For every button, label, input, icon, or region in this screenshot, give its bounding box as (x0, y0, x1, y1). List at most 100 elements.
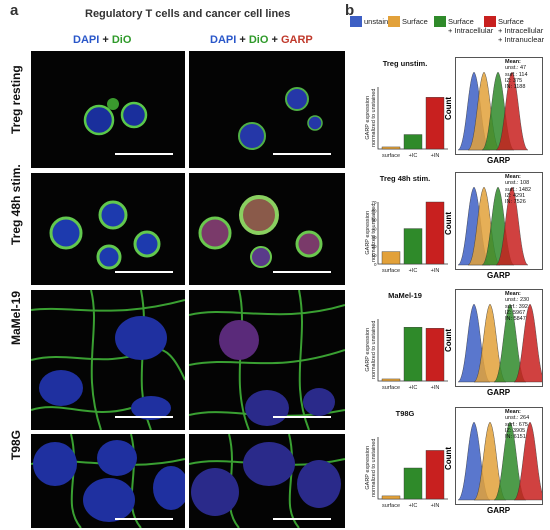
mean-values-box: Mean: unst.: 108 surf.: 1482 IZ: 4291 IN: 75… (505, 174, 531, 205)
bar-chart: surface +IC +IN (377, 319, 448, 391)
mean-key: unst.: (505, 180, 520, 187)
scale-bar (115, 416, 173, 418)
row-label-mamel19: MaMel-19 (9, 290, 23, 345)
bar-chart-title: Treg 48h stim. (379, 174, 431, 183)
x-tick-label: surface (382, 503, 400, 509)
histogram-plot (455, 172, 543, 270)
dapi-label: DAPI (210, 34, 237, 46)
col1-header: DAPI + DiO (73, 34, 131, 46)
mean-row: unst.: 264 (505, 415, 529, 421)
mean-row: IN: 6151 (505, 434, 529, 440)
x-tick-label: surface (382, 268, 400, 274)
micrograph-mamel19-garp (189, 290, 345, 430)
mean-value: 6151 (513, 434, 526, 441)
mean-value: 675 (518, 421, 528, 428)
mean-key: surf.: (505, 421, 519, 428)
bar-chart-title: Treg unstim. (382, 59, 428, 68)
bar-surface (381, 146, 401, 150)
mean-row: IZ: 3905 (505, 428, 529, 434)
mean-key: unst.: (505, 297, 520, 304)
y-tick-label: 40 (371, 226, 377, 231)
bar-chart-title: T98G (395, 409, 415, 418)
mean-title: Mean: (505, 291, 521, 297)
mean-row: unst.: 108 (505, 180, 531, 186)
scale-bar (273, 153, 331, 155)
mean-value: 230 (519, 297, 530, 304)
dapi-label: DAPI (73, 34, 100, 46)
mean-key: unst.: (505, 65, 520, 72)
panel-a-title: Regulatory T cells and cancer cell lines (85, 8, 291, 20)
bar-chart-title: MaMel-19 (388, 291, 422, 300)
histogram-peak (513, 421, 542, 501)
mean-title: Mean: (505, 409, 521, 415)
micrograph-t98g-dio (31, 434, 185, 528)
garp-axis-label: GARP (487, 506, 511, 515)
bar-axes (377, 202, 448, 265)
mean-row: IZ: 5967 (505, 310, 529, 316)
y-tick-label: 10 (371, 253, 377, 258)
mean-row: surf.: 392 (505, 304, 529, 310)
mean-value: 5847 (513, 316, 526, 323)
plus-sign: + (239, 34, 246, 46)
legend-label: Surface (402, 17, 428, 26)
mean-key: unst.: (505, 415, 520, 422)
mean-value: 3905 (512, 427, 526, 434)
y-tick-label: 60 (371, 209, 377, 214)
mean-key: IN: (505, 316, 514, 323)
y-tick-label: 50 (371, 218, 377, 223)
histogram-plot (455, 407, 543, 505)
mean-key: IZ: (505, 309, 513, 316)
bar-+IC (403, 467, 423, 500)
dio-label: DiO (111, 34, 132, 46)
bar-chart: surface +IC +IN (377, 437, 448, 509)
bar-chart: surface +IC +IN 0 10 20 30 40 50 60 70 (371, 200, 448, 274)
row-label-treg-resting: Treg resting (9, 65, 23, 134)
bar-+IC (403, 327, 423, 382)
mean-value: 375 (512, 77, 523, 84)
bar-axes (377, 437, 448, 500)
mean-row: IN: 5847 (505, 316, 529, 322)
x-tick-label: +IN (431, 503, 440, 509)
mean-values-box: Mean: unst.: 264 surf.: 675 IZ: 3905 IN: 615… (505, 409, 529, 440)
mean-key: IZ: (505, 192, 513, 199)
legend-label: Surface + Intracellular + Intranuclear (498, 17, 545, 44)
bar-surface (381, 378, 401, 382)
mean-values-box: Mean: unst.: 47 surf.: 114 IZ: 375 IN: 1188 (505, 59, 528, 90)
legend-swatch (350, 16, 362, 27)
scale-bar (115, 153, 173, 155)
bar-surface (381, 495, 401, 500)
scale-bar (115, 518, 173, 520)
y-tick-label: 30 (371, 235, 377, 240)
legend-label: unstained (364, 17, 397, 26)
y-tick-label: 70 (371, 200, 377, 205)
mean-row: IN: 1188 (505, 84, 528, 90)
mean-key: IN: (505, 434, 514, 441)
mean-title: Mean: (505, 174, 521, 180)
mean-value: 5967 (512, 309, 526, 316)
mean-row: IN: 7526 (505, 199, 531, 205)
bar-chart: surface +IC +IN (377, 87, 448, 159)
x-tick-label: +IC (409, 153, 418, 159)
mean-key: IN: (505, 84, 514, 91)
mean-row: unst.: 47 (505, 65, 528, 71)
micrograph-treg-resting-dio (31, 51, 185, 168)
mean-row: IZ: 375 (505, 78, 528, 84)
x-tick-label: surface (382, 385, 400, 391)
scale-bar (115, 271, 173, 273)
legend-label: Surface + Intracellular (448, 17, 494, 35)
histogram-plot (455, 289, 543, 387)
bar-+IN (425, 201, 445, 265)
col2-header: DAPI + DiO + GARP (210, 34, 313, 46)
mean-value: 264 (519, 415, 530, 422)
mean-row: unst.: 230 (505, 297, 529, 303)
mean-row: IZ: 4291 (505, 193, 531, 199)
histogram-plot (455, 57, 543, 155)
micrograph-treg-48h-garp (189, 173, 345, 285)
count-axis-label: Count (444, 96, 453, 120)
mean-value: 47 (519, 65, 527, 72)
bar-+IC (403, 134, 423, 150)
scale-bar (273, 416, 331, 418)
y-tick-label: 0 (374, 262, 377, 267)
histogram-peak (513, 303, 542, 383)
garp-label: GARP (280, 34, 313, 46)
